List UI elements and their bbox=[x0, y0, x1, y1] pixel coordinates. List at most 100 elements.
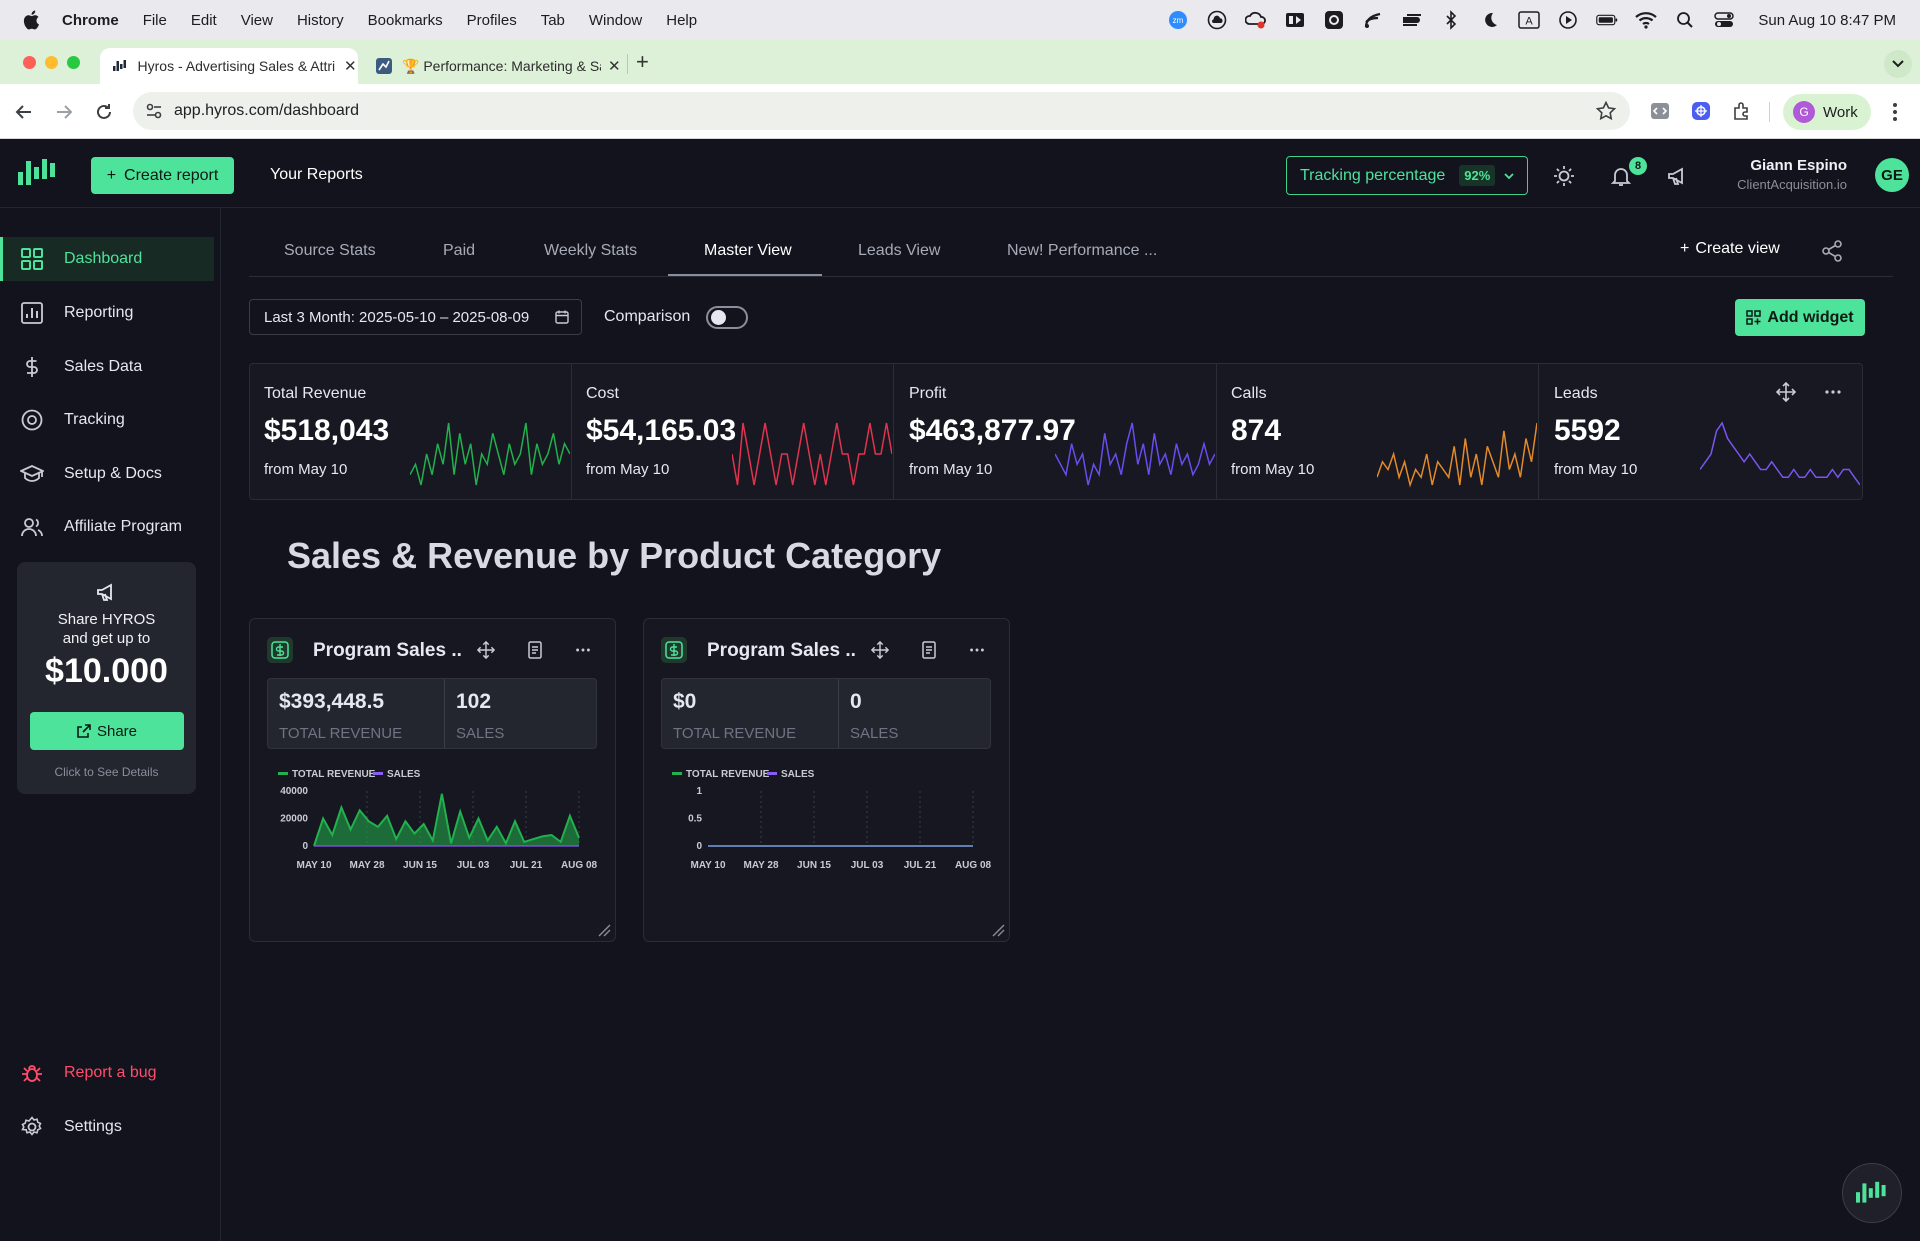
tab-paid[interactable]: Paid bbox=[443, 242, 476, 259]
browser-tab-hyros[interactable]: Hyros - Advertising Sales & Attribution … bbox=[100, 48, 358, 84]
tab-source-stats[interactable]: Source Stats bbox=[284, 242, 376, 259]
hyros-assistant-button[interactable] bbox=[1842, 1163, 1902, 1223]
widget-card[interactable]: Program Sales ... $393,448.5 TOTAL REVEN… bbox=[249, 618, 616, 942]
play-icon[interactable] bbox=[1557, 11, 1579, 29]
resize-handle-icon[interactable] bbox=[991, 923, 1005, 937]
search-icon[interactable] bbox=[1674, 11, 1696, 29]
extensions-puzzle-icon[interactable] bbox=[1731, 100, 1753, 122]
new-tab-button[interactable]: + bbox=[636, 49, 649, 74]
move-icon[interactable] bbox=[1776, 382, 1796, 402]
address-bar[interactable]: app.hyros.com/dashboard bbox=[133, 92, 1630, 130]
moon-icon[interactable] bbox=[1479, 11, 1501, 29]
menu-file[interactable]: File bbox=[142, 11, 167, 29]
move-icon[interactable] bbox=[477, 641, 495, 659]
sidebar-item-tracking[interactable]: Tracking bbox=[0, 398, 214, 442]
extension-ai-icon[interactable] bbox=[1690, 100, 1712, 122]
forward-button[interactable] bbox=[53, 101, 75, 123]
notifications-button[interactable] bbox=[1608, 163, 1634, 189]
more-options-icon[interactable] bbox=[968, 641, 986, 659]
back-button[interactable] bbox=[13, 101, 35, 123]
tracking-percentage-dropdown[interactable]: Tracking percentage 92% bbox=[1286, 156, 1528, 195]
url-text[interactable]: app.hyros.com/dashboard bbox=[174, 102, 359, 119]
user-avatar[interactable]: GE bbox=[1875, 158, 1909, 192]
menu-clock[interactable]: Sun Aug 10 8:47 PM bbox=[1758, 11, 1896, 29]
stat-card[interactable]: Leads 5592 from May 10 bbox=[1540, 364, 1862, 499]
menu-history[interactable]: History bbox=[296, 11, 344, 29]
screen-record-icon[interactable] bbox=[1284, 11, 1306, 29]
tab-search-button[interactable] bbox=[1884, 50, 1912, 78]
browser-tab-strip: Hyros - Advertising Sales & Attribution … bbox=[0, 40, 1920, 84]
sidebar: Dashboard Reporting Sales Data Tracking … bbox=[0, 208, 221, 1241]
theme-toggle-button[interactable] bbox=[1551, 163, 1577, 189]
create-report-button[interactable]: + Create report bbox=[91, 157, 234, 194]
bluetooth-icon[interactable] bbox=[1440, 10, 1462, 30]
sidebar-item-affiliate-program[interactable]: Affiliate Program bbox=[0, 505, 214, 549]
menu-profiles[interactable]: Profiles bbox=[466, 11, 517, 29]
share-icon[interactable] bbox=[1820, 239, 1844, 263]
profile-button[interactable]: G Work bbox=[1783, 94, 1871, 130]
close-tab-icon[interactable]: ✕ bbox=[607, 58, 621, 75]
browser-tab-performance[interactable]: 🏆 Performance: Marketing & Sales ✕ bbox=[364, 48, 622, 84]
window-close-button[interactable] bbox=[23, 56, 36, 69]
sidebar-item-sales-data[interactable]: Sales Data bbox=[0, 345, 214, 389]
hyros-logo-icon[interactable] bbox=[18, 157, 58, 189]
sidebar-item-reporting[interactable]: Reporting bbox=[0, 291, 214, 335]
menu-window[interactable]: Window bbox=[588, 11, 643, 29]
menu-app-name[interactable]: Chrome bbox=[62, 11, 119, 29]
tab-new-performance[interactable]: New! Performance ... bbox=[1007, 242, 1158, 259]
stat-from: from May 10 bbox=[1554, 461, 1638, 478]
share-button[interactable]: Share bbox=[30, 712, 184, 750]
zoom-icon[interactable]: zm bbox=[1167, 11, 1189, 29]
date-range-picker[interactable]: Last 3 Month: 2025-05-10 – 2025-08-09 bbox=[249, 299, 582, 335]
battery-icon[interactable] bbox=[1596, 11, 1618, 29]
stat-card[interactable]: Calls 874 from May 10 bbox=[1217, 364, 1539, 499]
resize-handle-icon[interactable] bbox=[597, 923, 611, 937]
toggle-icon[interactable] bbox=[1401, 11, 1423, 29]
extension-code-icon[interactable] bbox=[1649, 100, 1671, 122]
notes-icon[interactable] bbox=[526, 641, 544, 659]
sidebar-item-setup-docs[interactable]: Setup & Docs bbox=[0, 452, 214, 496]
menu-edit[interactable]: Edit bbox=[190, 11, 217, 29]
more-options-icon[interactable] bbox=[574, 641, 592, 659]
widget-card[interactable]: Program Sales ... $0 TOTAL REVENUE 0 SAL… bbox=[643, 618, 1010, 942]
promo-details-link[interactable]: Click to See Details bbox=[54, 765, 159, 779]
stat-card[interactable]: Cost $54,165.03 from May 10 bbox=[572, 364, 894, 499]
your-reports-link[interactable]: Your Reports bbox=[270, 166, 363, 183]
announcements-button[interactable] bbox=[1665, 163, 1691, 189]
reload-button[interactable] bbox=[93, 101, 115, 123]
stat-card[interactable]: Profit $463,877.97 from May 10 bbox=[895, 364, 1217, 499]
comparison-toggle[interactable] bbox=[706, 306, 748, 329]
chrome-menu-icon[interactable] bbox=[1885, 101, 1905, 123]
creative-cloud-icon[interactable] bbox=[1245, 11, 1267, 29]
wifi-icon[interactable] bbox=[1635, 11, 1658, 29]
menu-bookmarks[interactable]: Bookmarks bbox=[367, 11, 443, 29]
window-zoom-button[interactable] bbox=[67, 56, 80, 69]
feed-icon[interactable] bbox=[1362, 11, 1384, 29]
close-tab-icon[interactable]: ✕ bbox=[343, 58, 357, 75]
settings-gear-icon[interactable] bbox=[1323, 11, 1345, 29]
tab-weekly-stats[interactable]: Weekly Stats bbox=[544, 242, 638, 259]
bookmark-star-icon[interactable] bbox=[1596, 101, 1616, 121]
move-icon[interactable] bbox=[871, 641, 889, 659]
notes-icon[interactable] bbox=[920, 641, 938, 659]
stat-card[interactable]: Total Revenue $518,043 from May 10 bbox=[250, 364, 572, 499]
add-widget-button[interactable]: Add widget bbox=[1735, 299, 1865, 336]
window-minimize-button[interactable] bbox=[45, 56, 58, 69]
more-options-icon[interactable] bbox=[1823, 382, 1843, 402]
create-view-button[interactable]: + Create view bbox=[1680, 240, 1780, 258]
menu-tab[interactable]: Tab bbox=[540, 11, 565, 29]
report-bug-button[interactable]: Report a bug bbox=[0, 1051, 214, 1095]
control-center-icon[interactable] bbox=[1713, 11, 1735, 29]
menu-help[interactable]: Help bbox=[666, 11, 698, 29]
cloud-icon[interactable] bbox=[1206, 10, 1228, 30]
x-tick-label: AUG 08 bbox=[561, 860, 598, 871]
apple-icon[interactable] bbox=[22, 10, 40, 30]
tab-leads-view[interactable]: Leads View bbox=[858, 242, 941, 259]
share-promo-card[interactable]: Share HYROS and get up to $10.000 Share … bbox=[17, 562, 196, 794]
menu-view[interactable]: View bbox=[240, 11, 273, 29]
sidebar-item-dashboard[interactable]: Dashboard bbox=[0, 237, 214, 281]
sidebar-item-settings[interactable]: Settings bbox=[0, 1105, 214, 1149]
site-settings-icon[interactable] bbox=[145, 102, 163, 120]
input-source-icon[interactable]: A bbox=[1518, 11, 1541, 29]
tab-master-view[interactable]: Master View bbox=[704, 242, 792, 259]
